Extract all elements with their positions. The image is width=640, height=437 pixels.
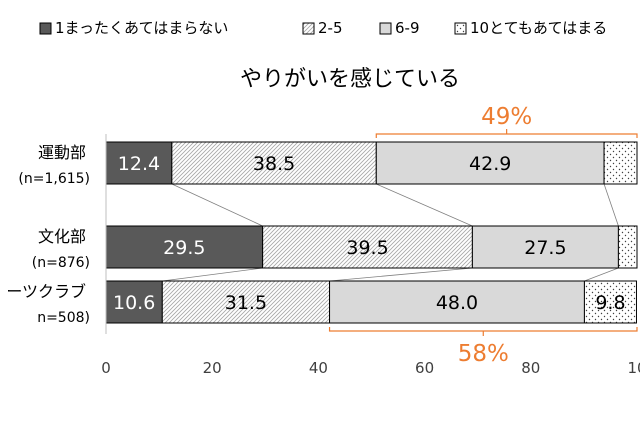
legend: 1まったくあてはまらない 2-5 6-9 10とてもあてはまる: [39, 19, 607, 37]
annotation-bracket-1: [375, 129, 638, 138]
data-label: 42.9: [469, 153, 511, 175]
data-label: 31.5: [225, 292, 267, 314]
category-labels: 運動部 (n=1,615) 文化部 (n=876) ーツクラブ n=508): [6, 143, 90, 326]
bar-segment-3-1: [105, 280, 163, 324]
x-axis: 0 20 40 60 80 10: [101, 134, 640, 377]
bar-segment-1-1: [105, 141, 173, 185]
data-label: 9.8: [595, 292, 625, 314]
bar-segment-3-4: [583, 280, 637, 324]
bar-segment-3-2: [161, 280, 331, 324]
x-tick-label: 40: [309, 359, 328, 377]
bar-segment-2-3: [471, 225, 619, 269]
data-label: 29.5: [163, 237, 205, 259]
legend-label-2: 2-5: [318, 19, 343, 37]
data-label: 48.0: [436, 292, 478, 314]
annotation-label-2: 58%: [458, 341, 509, 367]
connector-line: [603, 183, 619, 227]
connector-line: [376, 183, 473, 227]
bar-segment-2-2: [262, 225, 473, 269]
bar-segment-1-4: [603, 141, 638, 185]
category-label: ーツクラブ: [6, 282, 86, 301]
legend-swatch-4: [454, 22, 467, 35]
bar-segment-3-3: [329, 280, 585, 324]
legend-label-3: 6-9: [395, 19, 420, 37]
x-tick-label: 80: [521, 359, 540, 377]
bar-segment-2-1: [105, 225, 264, 269]
connector-line: [584, 267, 619, 282]
x-tick-label: 10: [627, 359, 640, 377]
legend-label-1: 1まったくあてはまらない: [55, 19, 228, 37]
category-n-label: n=508): [37, 310, 90, 326]
data-label: 12.4: [118, 153, 160, 175]
legend-swatch-1: [39, 22, 52, 35]
category-n-label: (n=876): [32, 255, 90, 271]
category-n-label: (n=1,615): [18, 171, 90, 187]
x-tick-label: 20: [203, 359, 222, 377]
data-label: 27.5: [524, 237, 566, 259]
chart-title: やりがいを感じている: [240, 67, 460, 92]
category-label: 文化部: [38, 227, 86, 246]
legend-swatch-3: [379, 22, 392, 35]
x-tick-label: 0: [101, 359, 111, 377]
annotation-bracket-2: [328, 327, 638, 336]
legend-label-4: 10とてもあてはまる: [470, 19, 607, 37]
bar-segment-2-4: [617, 225, 638, 269]
data-label: 39.5: [346, 237, 388, 259]
data-label: 38.5: [253, 153, 295, 175]
category-label: 運動部: [38, 143, 86, 162]
connector-line: [162, 267, 263, 282]
legend-swatch-2: [302, 22, 315, 35]
annotation-label-1: 49%: [481, 104, 532, 130]
data-label: 10.6: [113, 292, 155, 314]
connector-line: [329, 267, 473, 282]
connector-line: [171, 183, 263, 227]
x-tick-label: 60: [415, 359, 434, 377]
bar-group: 12.4 38.5 42.9 29.5 39.5 27.5 10.6 31.5 48.0 9.8: [105, 141, 638, 324]
series-connectors: [162, 183, 619, 282]
annotations: 49% 58%: [328, 104, 638, 367]
